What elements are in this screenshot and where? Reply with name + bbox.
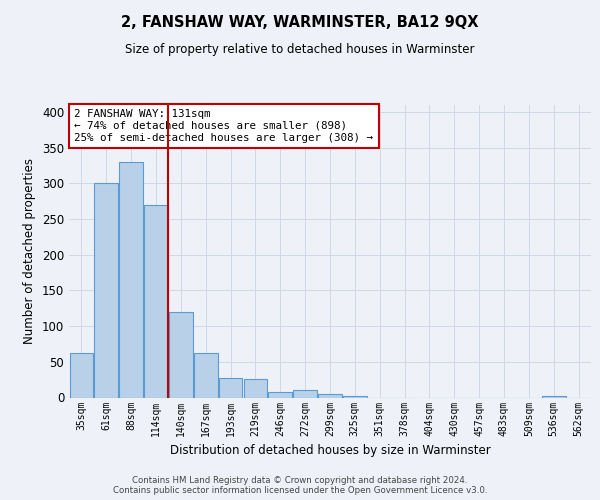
Bar [343,396,367,398]
Bar [293,390,317,398]
Bar [169,312,193,398]
Bar [318,394,342,398]
Y-axis label: Number of detached properties: Number of detached properties [23,158,37,344]
Bar [94,184,118,398]
Bar [144,205,168,398]
Text: 2, FANSHAW WAY, WARMINSTER, BA12 9QX: 2, FANSHAW WAY, WARMINSTER, BA12 9QX [121,15,479,30]
Bar [268,392,292,398]
Bar [219,378,242,398]
X-axis label: Distribution of detached houses by size in Warminster: Distribution of detached houses by size … [170,444,490,457]
Bar [119,162,143,398]
Text: Contains HM Land Registry data © Crown copyright and database right 2024.
Contai: Contains HM Land Registry data © Crown c… [113,476,487,495]
Bar [194,352,218,398]
Text: Size of property relative to detached houses in Warminster: Size of property relative to detached ho… [125,42,475,56]
Bar [70,354,93,398]
Text: 2 FANSHAW WAY: 131sqm
← 74% of detached houses are smaller (898)
25% of semi-det: 2 FANSHAW WAY: 131sqm ← 74% of detached … [74,110,373,142]
Bar [542,396,566,398]
Bar [244,379,267,398]
